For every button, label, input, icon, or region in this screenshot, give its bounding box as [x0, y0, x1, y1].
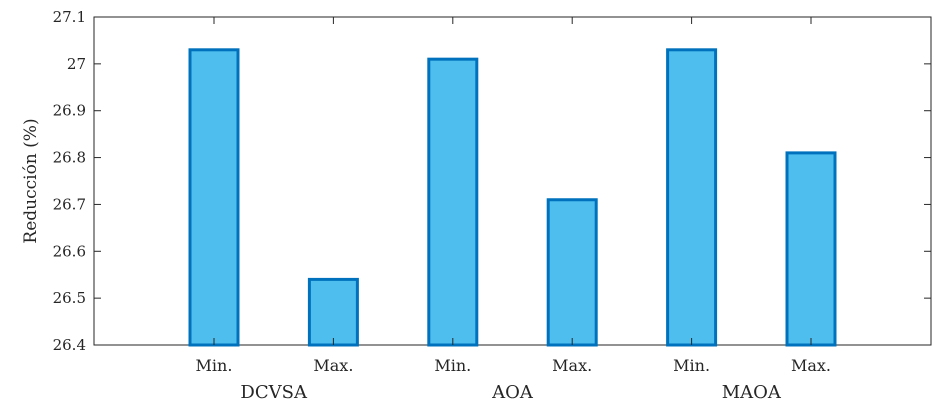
group-labels: DCVSA AOA MAOA: [240, 382, 781, 403]
y-tick-label: 26.5: [53, 289, 86, 307]
bar: [666, 48, 718, 347]
x-tick-label: Max.: [313, 356, 353, 375]
y-axis-label: Reducción (%): [21, 118, 41, 243]
y-axis-ticks: 26.4 26.5 26.6 26.7 26.8 26.9 27 27.1: [53, 8, 931, 354]
x-tick-label: Max.: [791, 356, 831, 375]
x-tick-label: Min.: [196, 356, 233, 375]
x-tick-label: Min.: [673, 356, 710, 375]
y-tick-label: 27: [67, 55, 86, 73]
group-label: DCVSA: [240, 382, 308, 403]
group-label: MAOA: [722, 382, 782, 403]
bar: [307, 277, 359, 347]
bar: [785, 151, 837, 347]
bar: [546, 198, 598, 347]
x-tick-label: Min.: [434, 356, 471, 375]
x-axis-tick-labels: Min. Max. Min. Max. Min. Max.: [196, 17, 831, 375]
y-tick-label: 26.9: [53, 102, 86, 120]
y-tick-label: 26.8: [53, 149, 86, 167]
bar: [427, 57, 479, 347]
y-tick-label: 26.4: [53, 336, 86, 354]
y-tick-label: 26.7: [53, 195, 86, 213]
y-tick-label: 26.6: [53, 242, 86, 260]
group-label: AOA: [491, 382, 534, 403]
x-tick-label: Max.: [552, 356, 592, 375]
y-tick-label: 27.1: [53, 8, 86, 26]
bar: [188, 48, 240, 347]
